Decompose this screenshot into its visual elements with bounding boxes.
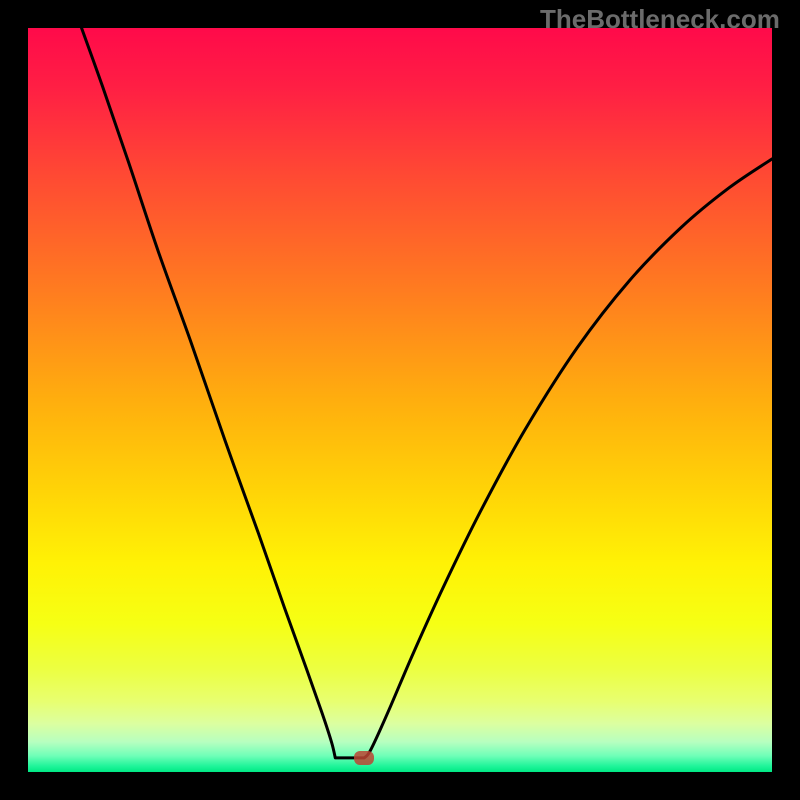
chart-frame: TheBottleneck.com [0, 0, 800, 800]
watermark-text: TheBottleneck.com [540, 4, 780, 35]
minimum-marker [354, 751, 374, 765]
plot-area [28, 28, 772, 772]
bottleneck-curve [28, 28, 772, 772]
